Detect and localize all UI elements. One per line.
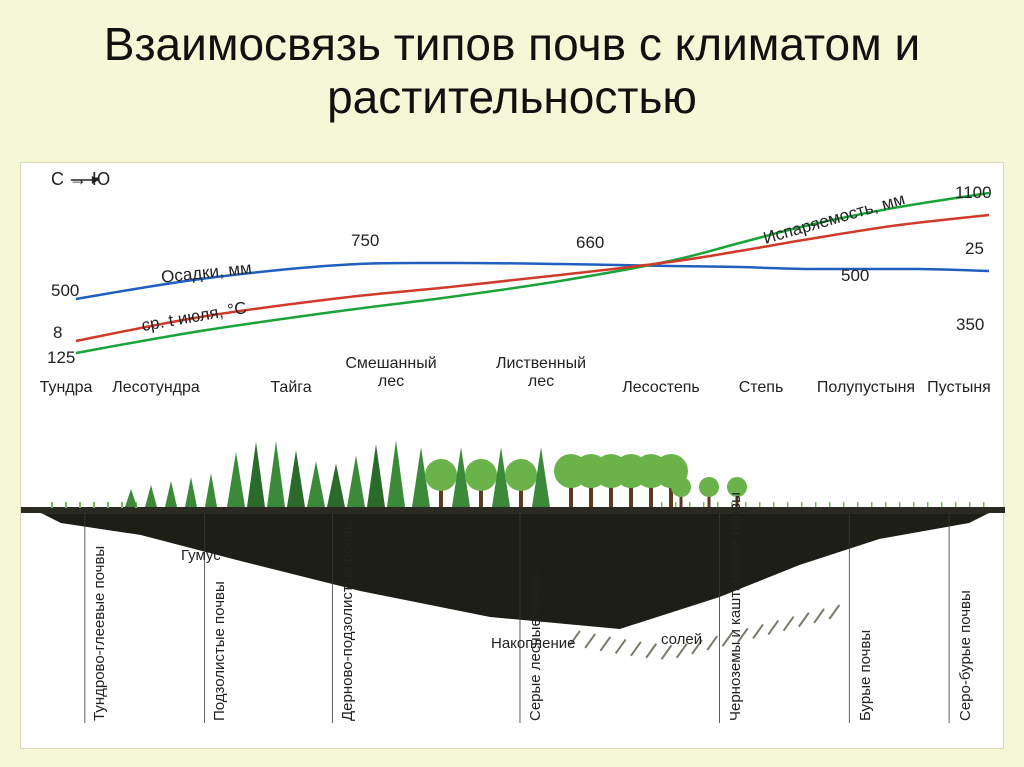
slide: Взаимосвязь типов почв с климатом и раст… bbox=[0, 0, 1024, 767]
climate-chart: С → Ю 500750660500350Осадки, мм1251100Ис… bbox=[21, 163, 1003, 363]
soil-type-label: Черноземы и каштановые почвы bbox=[727, 492, 744, 721]
soil-type-label: Бурые почвы bbox=[857, 630, 874, 721]
chart-annotation: 25 bbox=[965, 239, 984, 259]
chart-annotation: 660 bbox=[576, 233, 604, 253]
diagram-figure: С → Ю 500750660500350Осадки, мм1251100Ис… bbox=[20, 162, 1004, 749]
vegetation-svg bbox=[21, 403, 1005, 513]
soil-type-label: Серо-бурые почвы bbox=[957, 590, 974, 721]
vegetation-zone-label: Тайга bbox=[236, 379, 346, 397]
page-title: Взаимосвязь типов почв с климатом и раст… bbox=[0, 0, 1024, 132]
climate-lines-svg bbox=[21, 163, 1003, 363]
chart-annotation: 500 bbox=[841, 266, 869, 286]
chart-annotation: 750 bbox=[351, 231, 379, 251]
soil-annotation: солей bbox=[661, 631, 702, 648]
soil-type-label: Тундрово-глеевые почвы bbox=[91, 546, 108, 721]
chart-annotation: 350 bbox=[956, 315, 984, 335]
vegetation-zone-label: Лесостепь bbox=[606, 379, 716, 397]
soil-band: ГумусНакоплениесолейТундрово-глеевые поч… bbox=[21, 513, 1003, 748]
vegetation-zone-label: Лиственный лес bbox=[486, 355, 596, 391]
soil-svg bbox=[21, 513, 1003, 748]
chart-annotation: 500 bbox=[51, 281, 79, 301]
soil-type-label: Дерново-подзолистые почвы bbox=[339, 519, 356, 721]
soil-type-label: Серые лесные почвы bbox=[527, 571, 544, 721]
vegetation-zone-label: Степь bbox=[706, 379, 816, 397]
soil-type-label: Подзолистые почвы bbox=[211, 581, 228, 721]
chart-annotation: 1100 bbox=[955, 183, 992, 203]
vegetation-zone-label: Смешанный лес bbox=[336, 355, 446, 391]
vegetation-zone-label: Лесотундра bbox=[101, 379, 211, 397]
chart-annotation: 8 bbox=[53, 323, 62, 343]
vegetation-zone-label: Пустыня bbox=[904, 379, 1014, 397]
soil-annotation: Гумус bbox=[181, 547, 221, 564]
vegetation-band: ТундраЛесотундраТайгаСмешанный лесЛистве… bbox=[21, 363, 1003, 513]
